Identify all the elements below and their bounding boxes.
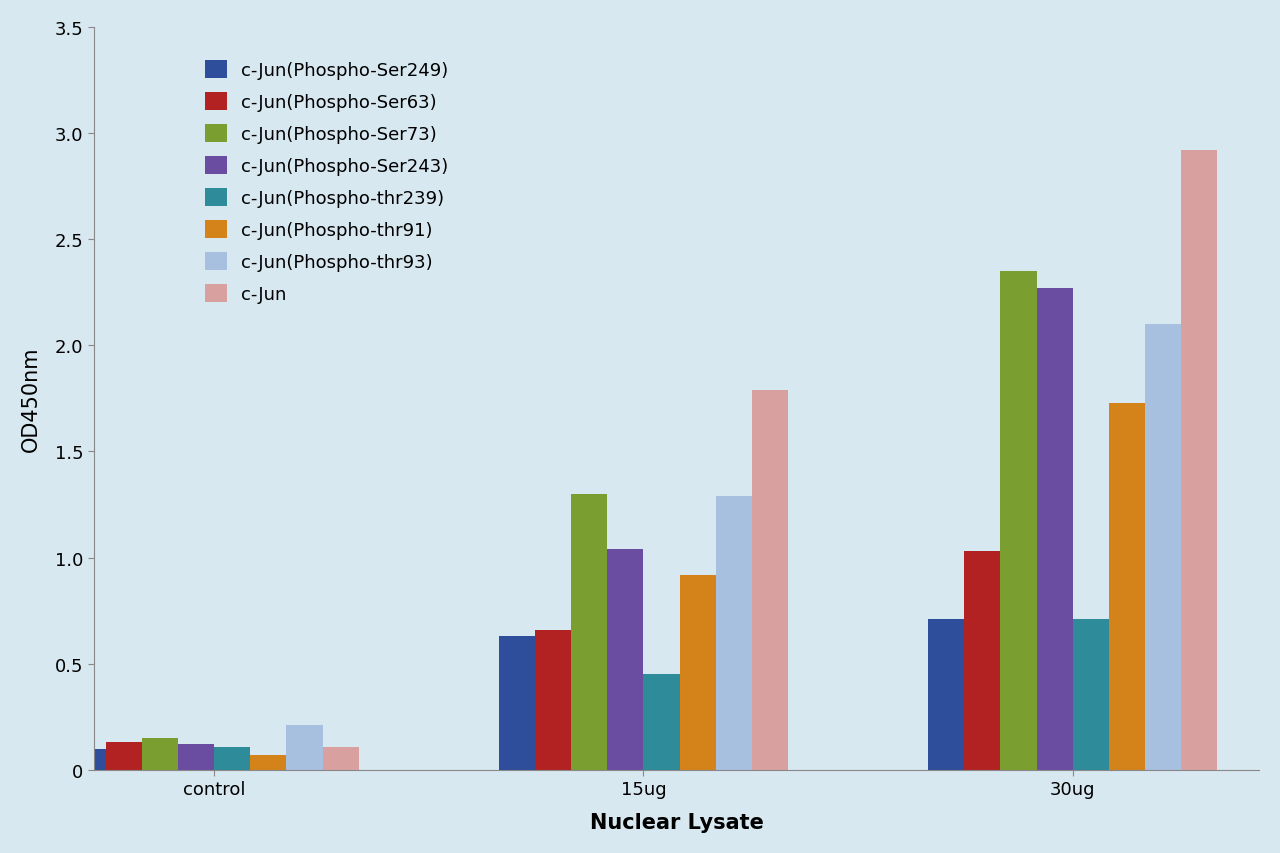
Bar bbox=[323, 746, 358, 770]
Bar bbox=[928, 619, 964, 770]
X-axis label: Nuclear Lysate: Nuclear Lysate bbox=[590, 812, 763, 833]
Bar bbox=[751, 391, 788, 770]
Bar bbox=[251, 755, 287, 770]
Bar bbox=[571, 494, 607, 770]
Bar bbox=[607, 549, 644, 770]
Legend: c-Jun(Phospho-Ser249), c-Jun(Phospho-Ser63), c-Jun(Phospho-Ser73), c-Jun(Phospho: c-Jun(Phospho-Ser249), c-Jun(Phospho-Ser… bbox=[196, 52, 457, 313]
Bar bbox=[680, 575, 716, 770]
Bar bbox=[499, 636, 535, 770]
Bar bbox=[964, 552, 1001, 770]
Bar bbox=[644, 675, 680, 770]
Bar bbox=[178, 745, 214, 770]
Bar bbox=[1037, 288, 1073, 770]
Bar bbox=[287, 725, 323, 770]
Bar bbox=[1108, 403, 1144, 770]
Bar bbox=[1144, 325, 1181, 770]
Y-axis label: OD450nm: OD450nm bbox=[20, 346, 41, 451]
Bar bbox=[1001, 271, 1037, 770]
Bar bbox=[142, 738, 178, 770]
Bar bbox=[1073, 619, 1108, 770]
Bar bbox=[214, 746, 251, 770]
Bar bbox=[535, 630, 571, 770]
Bar bbox=[106, 742, 142, 770]
Bar bbox=[1181, 151, 1217, 770]
Bar bbox=[70, 749, 106, 770]
Bar bbox=[716, 496, 751, 770]
